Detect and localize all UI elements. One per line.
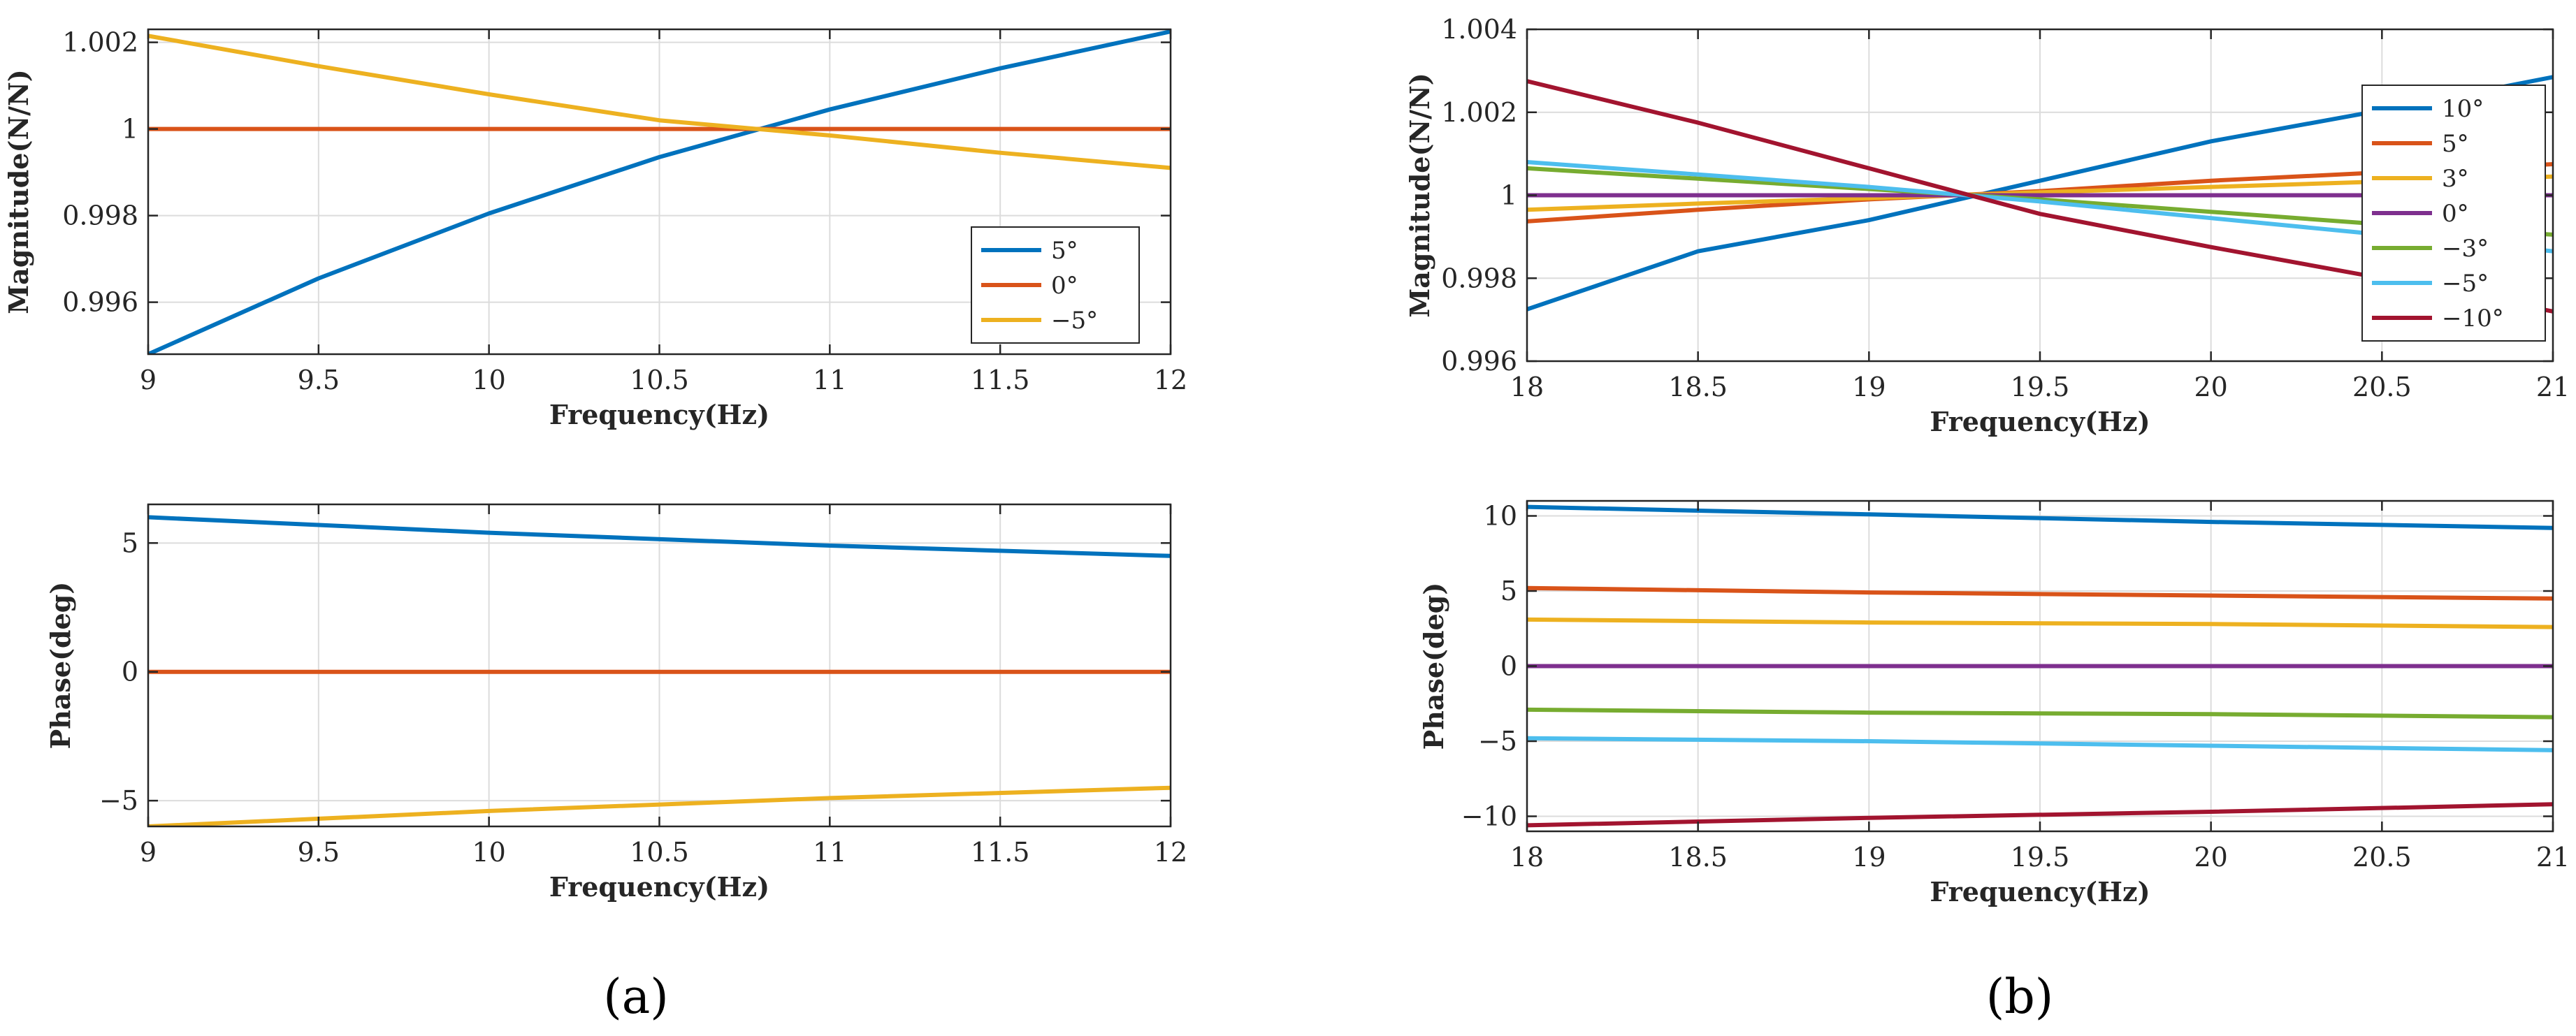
x-tick-label: 20	[2194, 842, 2227, 873]
legend-label: 5°	[2442, 130, 2469, 158]
legend-box	[2361, 85, 2546, 342]
caption-a: (a)	[603, 970, 669, 1025]
caption-b: (b)	[1986, 970, 2054, 1025]
y-tick-label: −10	[1461, 801, 1517, 832]
x-tick-label: 21	[2536, 842, 2570, 873]
y-tick-label: 0	[122, 657, 138, 687]
chart-1-a: 9 9.5 10 10.5 11 11.5 12 −5 0 5 Frequency(Hz) Phase…	[45, 503, 1187, 903]
x-tick-label: 19.5	[2011, 842, 2070, 873]
y-tick-label: 1.002	[62, 27, 138, 58]
legend-label: −3°	[2442, 235, 2489, 263]
x-tick-label: 10	[472, 365, 505, 395]
x-tick-label: 9.5	[298, 837, 340, 868]
legend-label: 10°	[2442, 95, 2484, 123]
y-tick-label: 0.998	[1441, 263, 1517, 293]
y-axis-label: Phase(deg)	[1418, 583, 1449, 750]
y-axis-label: Phase(deg)	[45, 582, 76, 750]
x-axis-label: Frequency(Hz)	[549, 871, 769, 903]
x-axis-label: Frequency(Hz)	[1930, 406, 2150, 437]
y-tick-label: 5	[122, 527, 138, 558]
x-tick-label: 19.5	[2011, 372, 2070, 402]
chart-0-a: 9 9.5 10 10.5 11 11.5 12 0.996 0.998 1 1.002 Freque…	[3, 27, 1187, 430]
x-tick-label: 11.5	[971, 365, 1030, 395]
ticks	[1526, 28, 2554, 363]
x-tick-label: 20	[2194, 372, 2227, 402]
legend-label: −5°	[2442, 270, 2489, 298]
y-tick-label: 0.998	[62, 200, 138, 231]
y-tick-label: 0	[1500, 651, 1517, 682]
series-line-4	[1527, 707, 2553, 720]
x-tick-label: 18	[1510, 372, 1544, 402]
series-line-2	[148, 34, 1171, 170]
y-tick-label: 0.996	[62, 287, 138, 318]
series-line-0	[148, 515, 1171, 558]
x-tick-label: 12	[1154, 837, 1187, 868]
series-group	[148, 29, 1171, 354]
x-tick-label: 9	[140, 365, 157, 395]
legend-label: −5°	[1051, 307, 1098, 335]
legend-label: 0°	[2442, 200, 2469, 228]
y-axis-label: Magnitude(N/N)	[3, 69, 34, 314]
x-tick-label: 12	[1154, 365, 1187, 395]
series-line-0	[148, 29, 1171, 354]
series-line-1	[1527, 585, 2553, 601]
y-tick-label: 10	[1484, 501, 1517, 532]
y-tick-label: −5	[99, 785, 138, 816]
y-tick-label: 0.996	[1441, 346, 1517, 377]
x-tick-label: 18.5	[1668, 372, 1728, 402]
x-tick-label: 18	[1510, 842, 1544, 873]
x-tick-label: 10.5	[630, 837, 689, 868]
legend-label: 3°	[2442, 165, 2469, 193]
y-tick-label: 1	[1500, 180, 1517, 211]
x-tick-label: 9.5	[298, 365, 340, 395]
x-tick-label: 20.5	[2352, 372, 2412, 402]
series-line-2	[1527, 617, 2553, 629]
x-axis-label: Frequency(Hz)	[1930, 876, 2150, 907]
x-tick-label: 19	[1852, 842, 1886, 873]
x-tick-label: 18.5	[1668, 842, 1728, 873]
x-tick-label: 11.5	[971, 837, 1030, 868]
legend-label: 5°	[1051, 237, 1078, 265]
chart-3-b: 18 18.5 19 19.5 20 20.5 21 −10 −5 0 5 10 Frequency(H…	[1418, 499, 2570, 907]
y-tick-label: 1.002	[1441, 97, 1517, 128]
legend: 5° 0° −5°	[971, 226, 1140, 344]
y-tick-label: 1.004	[1441, 14, 1517, 45]
y-tick-label: −5	[1478, 726, 1517, 757]
x-tick-label: 20.5	[2352, 842, 2412, 873]
x-tick-label: 10.5	[630, 365, 689, 395]
ticks	[147, 29, 1172, 354]
legend: 10° 5° 3° 0° −3° −5° −10°	[2361, 85, 2546, 342]
ticks	[147, 504, 1172, 826]
chart-2-b: 18 18.5 19 19.5 20 20.5 21 0.996 0.998 1 1.002 1.00…	[1404, 14, 2570, 437]
series-line-5	[1527, 736, 2553, 752]
y-tick-label: 1	[122, 114, 138, 145]
legend-label: 0°	[1051, 272, 1078, 300]
legend-label: −10°	[2442, 305, 2504, 333]
x-tick-label: 19	[1852, 372, 1886, 402]
y-tick-label: 5	[1500, 576, 1517, 606]
x-tick-label: 10	[472, 837, 505, 868]
x-axis-label: Frequency(Hz)	[549, 399, 769, 430]
x-tick-label: 11	[813, 837, 846, 868]
y-axis-label: Magnitude(N/N)	[1404, 73, 1435, 318]
x-tick-label: 9	[140, 837, 157, 868]
x-tick-label: 11	[813, 365, 846, 395]
x-tick-label: 21	[2536, 372, 2570, 402]
ticks	[1526, 501, 2554, 831]
series-group	[1527, 504, 2553, 828]
